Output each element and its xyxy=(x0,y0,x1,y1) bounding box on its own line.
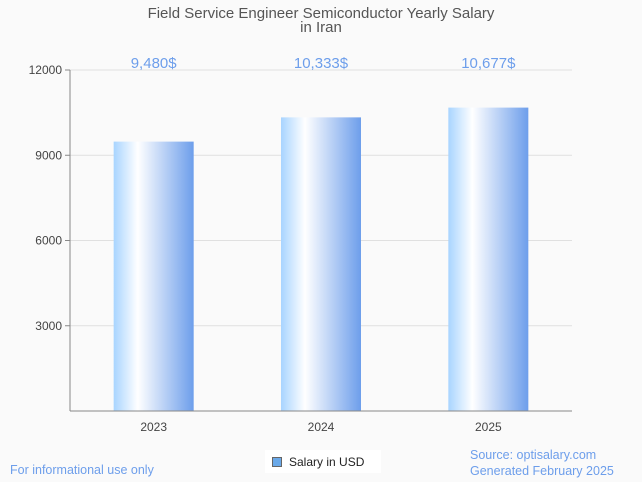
bar-2025[interactable] xyxy=(448,107,529,412)
bar-2023[interactable] xyxy=(113,141,194,412)
legend-label: Salary in USD xyxy=(289,454,365,469)
y-tick-label: 3000 xyxy=(35,319,62,333)
chart-title-line2: in Iran xyxy=(300,19,342,36)
source-link[interactable]: Source: optisalary.com xyxy=(470,448,597,462)
bar-2024[interactable] xyxy=(281,117,361,412)
data-label: 9,480$ xyxy=(131,55,178,72)
legend: Salary in USD xyxy=(265,450,381,473)
disclaimer: For informational use only xyxy=(10,463,154,477)
generated-date: Generated February 2025 xyxy=(470,464,614,478)
x-tick-label: 2025 xyxy=(475,420,502,434)
x-tick-label: 2024 xyxy=(308,420,335,434)
legend-swatch xyxy=(272,456,282,467)
y-tick-label: 6000 xyxy=(35,234,62,248)
data-label: 10,677$ xyxy=(461,55,516,72)
x-tick-label: 2023 xyxy=(140,420,167,434)
data-label: 10,333$ xyxy=(294,55,349,72)
chart-title: Field Service Engineer Semiconductor Yea… xyxy=(148,5,495,22)
y-tick-label: 12000 xyxy=(29,63,63,77)
y-tick-label: 9000 xyxy=(35,148,62,162)
